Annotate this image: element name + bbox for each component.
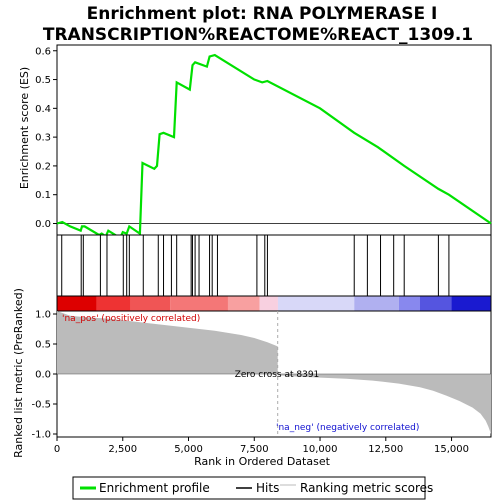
legend-enrichment-label: Enrichment profile xyxy=(99,481,210,495)
bottom-y-tick-label: 1.0 xyxy=(35,310,51,321)
color-bar-segment xyxy=(277,296,355,311)
legend-ranking-label: Ranking metric scores xyxy=(300,481,433,495)
ranked-color-bar xyxy=(56,295,492,312)
top-y-tick-label: 0.3 xyxy=(35,133,51,144)
x-tick-label: 12,500 xyxy=(368,444,403,455)
x-tick-label: 10,000 xyxy=(303,444,338,455)
top-y-axis-label: Enrichment score (ES) xyxy=(18,67,31,189)
zero-cross-label: Zero cross at 8391 xyxy=(235,370,320,380)
top-y-tick-label: 0.2 xyxy=(35,161,51,172)
color-bar-segment xyxy=(130,296,171,311)
legend: Enrichment profile Hits Ranking metric s… xyxy=(72,476,433,500)
ranking-metric-area xyxy=(57,311,491,434)
top-plot-frame xyxy=(56,44,492,236)
hits-frame xyxy=(56,234,492,297)
color-bar-segment xyxy=(419,296,452,311)
color-bar-segment xyxy=(227,296,260,311)
bottom-y-tick-label: 0.0 xyxy=(35,370,51,381)
top-y-tick-label: 0.1 xyxy=(35,190,51,201)
negative-correlation-label: 'na_neg' (negatively correlated) xyxy=(276,423,419,433)
top-y-tick-label: 0.0 xyxy=(35,219,51,230)
enrichment-score-panel: 0.0 0.1 0.2 0.3 0.4 0.5 0.6 xyxy=(35,44,492,240)
x-axis-label: Rank in Ordered Dataset xyxy=(194,455,331,468)
ranking-metric-panel: Zero cross at 8391 'na_pos' (positively c… xyxy=(31,310,492,455)
x-tick-label: 0 xyxy=(54,444,60,455)
bottom-y-tick-label: -0.5 xyxy=(31,400,51,411)
color-bar-segment xyxy=(259,296,278,311)
title-line-2: TRANSCRIPTION%REACTOME%REACT_1309.1 xyxy=(43,25,473,45)
x-tick-label: 15,000 xyxy=(434,444,469,455)
bottom-y-tick-label: -1.0 xyxy=(31,430,51,441)
bottom-y-tick-label: 0.5 xyxy=(35,340,51,351)
color-bar-segment xyxy=(354,296,399,311)
positive-correlation-label: 'na_pos' (positively correlated) xyxy=(62,314,200,324)
x-tick-label: 5,000 xyxy=(174,444,203,455)
color-bar-segment xyxy=(451,296,491,311)
x-tick-label: 2,500 xyxy=(108,444,137,455)
hits-panel xyxy=(56,234,492,297)
x-tick-label: 7,500 xyxy=(240,444,269,455)
color-bar-segment xyxy=(170,296,228,311)
top-y-tick-label: 0.5 xyxy=(35,75,51,86)
top-y-tick-label: 0.4 xyxy=(35,104,51,115)
color-bar-segment xyxy=(96,296,131,311)
color-bar-segment xyxy=(57,296,97,311)
title-line-1: Enrichment plot: RNA POLYMERASE I xyxy=(87,4,438,24)
bottom-y-axis-label: Ranked list metric (PreRanked) xyxy=(12,288,25,458)
color-bar-segment xyxy=(398,296,420,311)
top-y-tick-label: 0.6 xyxy=(35,46,51,57)
legend-hits-label: Hits xyxy=(256,481,279,495)
